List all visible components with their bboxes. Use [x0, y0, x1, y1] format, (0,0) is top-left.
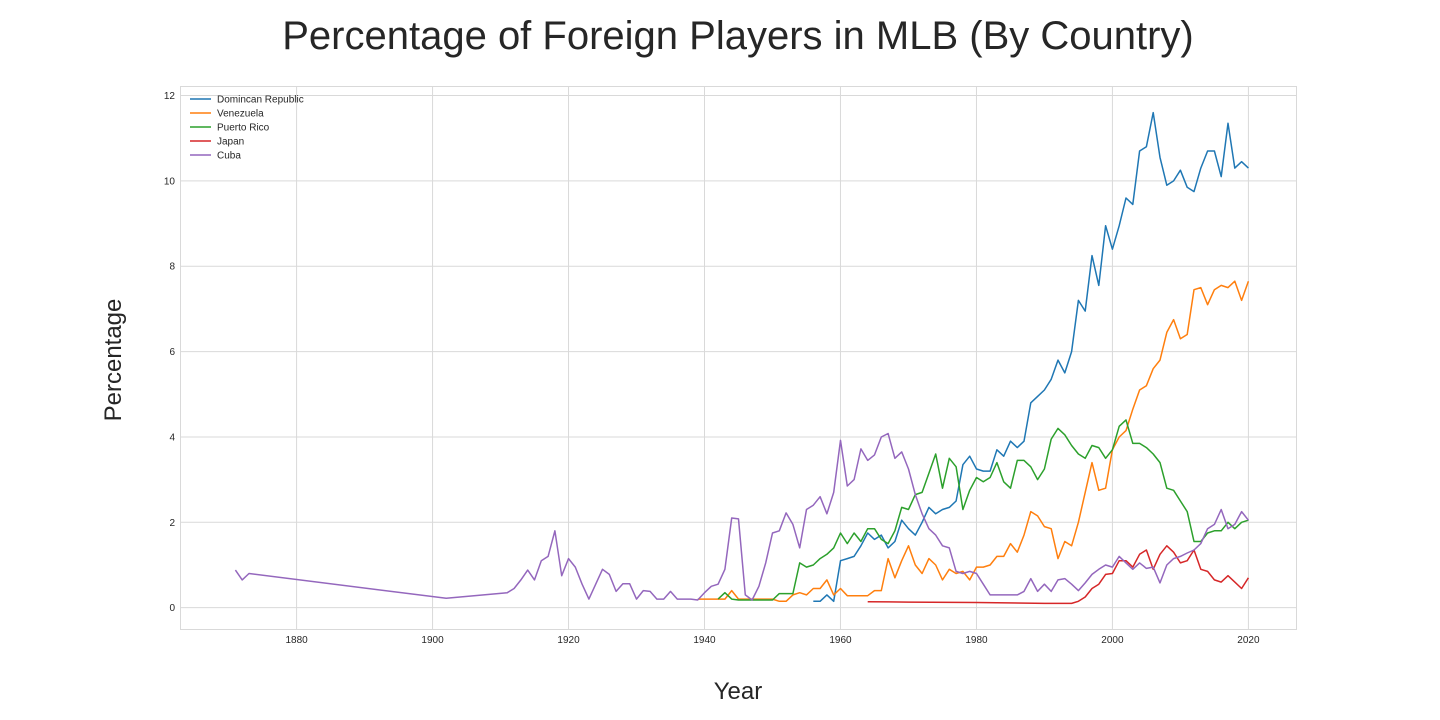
y-tick-label: 12: [164, 91, 176, 102]
x-tick-label: 1900: [421, 635, 444, 646]
y-tick-label: 0: [169, 603, 175, 614]
y-tick-label: 10: [164, 176, 176, 187]
x-tick-label: 1980: [965, 635, 988, 646]
x-tick-label: 2020: [1237, 635, 1260, 646]
x-axis-label: Year: [714, 678, 763, 705]
tick-labels: 1880 1900 1920 1940 1960 1980 2000 2020 0 2 4 6 8 10 1…: [164, 91, 1260, 646]
series-line-cuba: [234, 432, 1249, 601]
x-tick-label: 2000: [1101, 635, 1124, 646]
grid-lines: [181, 87, 1296, 629]
series-line-venezuela: [697, 280, 1250, 603]
y-tick-label: 4: [169, 432, 175, 443]
legend: Domincan Republic Venezuela Puerto Rico Jap…: [190, 95, 304, 162]
y-tick-label: 2: [169, 518, 175, 529]
x-tick-label: 1940: [693, 635, 716, 646]
legend-entry: Cuba: [217, 151, 241, 162]
series-line-domincan-republic: [813, 111, 1249, 603]
x-tick-label: 1920: [557, 635, 580, 646]
series-lines: [234, 111, 1250, 605]
series-line-japan: [867, 545, 1250, 605]
y-axis-label: Percentage: [100, 299, 127, 422]
chart-title: Percentage of Foreign Players in MLB (By…: [282, 14, 1194, 58]
y-tick-label: 6: [169, 347, 175, 358]
plot-area-frame: [180, 86, 1297, 630]
legend-entry: Domincan Republic: [217, 95, 304, 106]
legend-entry: Puerto Rico: [217, 123, 270, 134]
legend-entry: Japan: [217, 137, 244, 148]
legend-entry: Venezuela: [217, 109, 264, 120]
x-tick-label: 1880: [285, 635, 308, 646]
series-line-puerto-rico: [717, 419, 1249, 601]
x-tick-label: 1960: [829, 635, 852, 646]
y-tick-label: 8: [169, 262, 175, 273]
